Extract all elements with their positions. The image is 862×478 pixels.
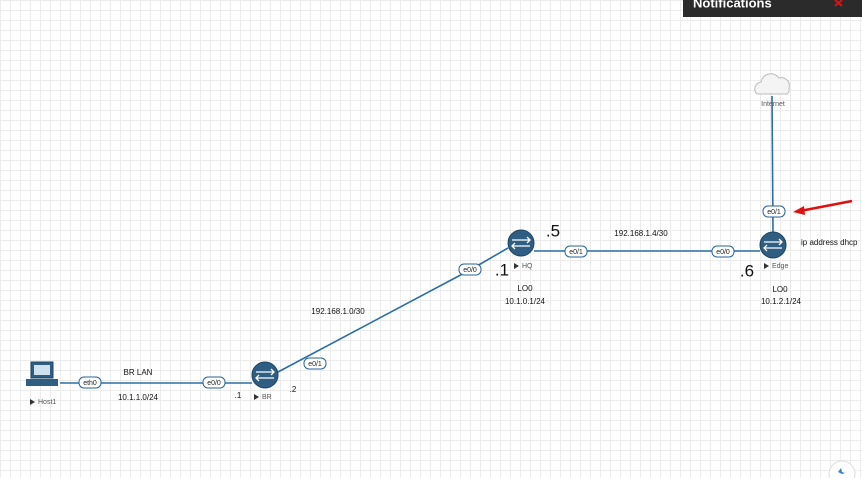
- interface-label: e0/1: [569, 249, 583, 256]
- arrow: [799, 199, 853, 213]
- node-label: Internet: [761, 101, 785, 108]
- annotation: .5: [546, 221, 560, 240]
- annotation: 192.168.1.4/30: [614, 229, 668, 238]
- interface-label: eth0: [83, 380, 97, 387]
- annotation: BR LAN: [124, 368, 153, 377]
- interface-label: e0/0: [458, 263, 482, 276]
- router-icon[interactable]: [507, 229, 535, 257]
- annotation: .1: [235, 391, 242, 400]
- interface-label: e0/1: [303, 357, 327, 370]
- annotation: 192.168.1.0/30: [311, 307, 365, 316]
- interface-label: e0/0: [463, 267, 477, 274]
- interface-label: e0/1: [767, 209, 781, 216]
- annotation: 10.1.2.1/24: [761, 297, 802, 306]
- annotation: 10.1.0.1/24: [505, 297, 546, 306]
- notifications-title: Notifications: [693, 0, 772, 10]
- cloud-icon[interactable]: [754, 73, 790, 95]
- interface-label: e0/1: [762, 205, 786, 218]
- annotation: LO0: [772, 285, 788, 294]
- node-label: Host1: [38, 399, 56, 406]
- interface-label: e0/0: [711, 245, 735, 258]
- widget-icon: [838, 468, 845, 474]
- interface-label: [202, 376, 226, 389]
- annotation: 10.1.1.0/24: [118, 393, 159, 402]
- router-icon[interactable]: [251, 361, 279, 389]
- node-label: Edge: [772, 263, 788, 270]
- interface-label: e0/0: [202, 376, 226, 389]
- router-icon: [255, 368, 275, 382]
- host-icon[interactable]: [26, 361, 58, 386]
- interface-label: [564, 245, 588, 258]
- interface-label: e0/0: [716, 249, 730, 256]
- annotation: LO0: [517, 284, 533, 293]
- annotation: ip address dhcp: [801, 238, 858, 247]
- router-icon: [759, 231, 787, 259]
- start-icon[interactable]: [764, 263, 769, 269]
- interface-label: [762, 205, 786, 218]
- arrow-head: [793, 206, 805, 215]
- start-icon[interactable]: [254, 394, 259, 400]
- start-icon[interactable]: [514, 263, 519, 269]
- annotation: .6: [740, 261, 754, 280]
- node-label: BR: [262, 394, 272, 401]
- node-label: HQ: [522, 263, 533, 270]
- router-icon: [507, 229, 535, 257]
- widget-button[interactable]: [828, 460, 856, 478]
- router-icon[interactable]: [759, 231, 787, 259]
- router-icon: [763, 238, 783, 252]
- interface-label: eth0: [78, 376, 102, 389]
- start-icon[interactable]: [30, 399, 35, 405]
- annotation: .2: [290, 385, 297, 394]
- router-icon: [511, 236, 531, 250]
- interface-label: [458, 263, 482, 276]
- interface-label: e0/1: [564, 245, 588, 258]
- router-icon: [251, 361, 279, 389]
- host-icon: [26, 379, 58, 386]
- interface-label: [303, 357, 327, 370]
- annotation: .1: [495, 260, 509, 279]
- interface-label: e0/1: [308, 361, 322, 368]
- interface-label: e0/0: [207, 380, 221, 387]
- interface-label: [78, 376, 102, 389]
- close-button[interactable]: [834, 0, 843, 7]
- interface-label: [711, 245, 735, 258]
- host-icon: [34, 365, 50, 375]
- notifications-bar: [683, 0, 862, 17]
